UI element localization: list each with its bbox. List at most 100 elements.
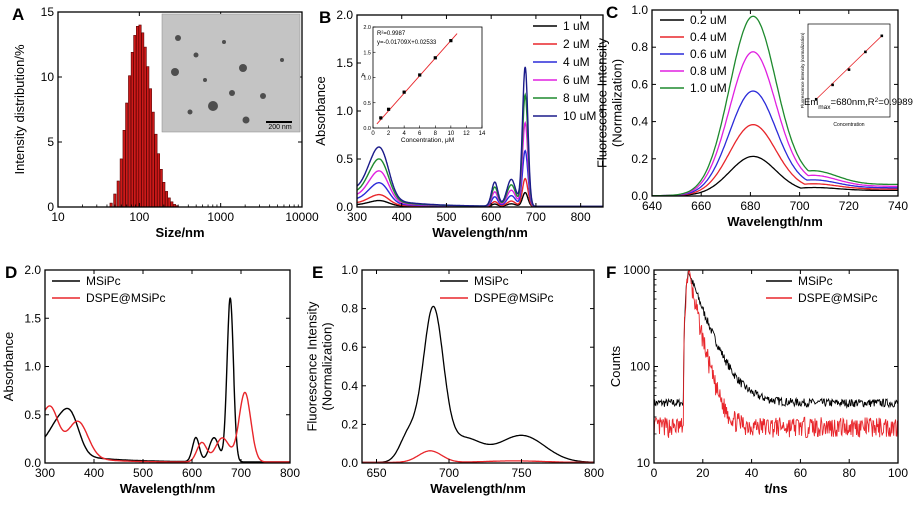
y-tick-label: 0.0 (631, 189, 648, 203)
y-tick-label: 1.5 (336, 56, 353, 70)
series-line (652, 15, 898, 197)
axes: 650 700 750 800 0.0 0.2 0.4 0.6 0.8 1.0 Wavelength… (305, 263, 605, 496)
x-tick-label: 600 (481, 210, 501, 224)
y-tick-label: 0.8 (341, 302, 358, 316)
scale-bar-label: 200 nm (268, 124, 292, 131)
series-line (356, 149, 603, 208)
x-tick-label: 660 (691, 199, 711, 213)
x-tick-label: 700 (231, 466, 251, 480)
panel-f: 0 20 40 60 80 100 10 100 1000 t/ns Counts F MSiPc DSP… (606, 263, 908, 496)
x-tick-label: 10000 (285, 210, 319, 224)
bar (138, 24, 142, 208)
axes: 300 400 500 600 700 800 0.0 0.5 1.0 1.5 2.0 Wavelen… (1, 263, 300, 496)
bar (159, 169, 163, 208)
bar (165, 191, 169, 208)
y-tick-label: 0.5 (24, 408, 41, 422)
y-tick-label: 1.0 (336, 104, 353, 118)
legend-entry: 2 uM (563, 37, 590, 51)
legend-entry: 6 uM (563, 73, 590, 87)
data-point (847, 68, 851, 71)
nanoparticle (187, 109, 193, 115)
bar (116, 180, 120, 208)
y-tick-label: 0.2 (631, 152, 648, 166)
nanoparticle (229, 90, 235, 96)
x-tick-label: 100 (129, 210, 149, 224)
bar (143, 46, 147, 208)
bar (130, 51, 134, 208)
bar (122, 130, 126, 208)
y-tick-label: 0.0 (341, 456, 358, 470)
y-tick-label: 10 (41, 70, 55, 84)
series-line (44, 391, 290, 463)
y-tick-label: 0.4 (631, 115, 648, 129)
annotation-part: 2 (875, 97, 879, 104)
series-line (653, 269, 899, 439)
panel-d: 300 400 500 600 700 800 0.0 0.5 1.0 1.5 2.0 Wavelen… (1, 263, 300, 496)
inset-y-label: A (361, 73, 366, 80)
data-point (880, 34, 884, 38)
inset-x-tick-label: 8 (434, 131, 438, 137)
x-tick-label: 300 (347, 210, 367, 224)
inset-x-tick-label: 10 (448, 131, 455, 137)
x-tick-label: 60 (794, 466, 808, 480)
nanoparticle (239, 64, 247, 72)
inset-x-tick-label: 12 (463, 131, 470, 137)
y-tick-label: 1.0 (24, 360, 41, 374)
y-tick-label: 5 (47, 135, 54, 149)
legend-entry: 0.6 uM (690, 47, 727, 61)
x-tick-label: 680 (740, 199, 760, 213)
y-tick-label: 1.5 (24, 311, 41, 325)
legend-entry: 8 uM (563, 91, 590, 105)
legend-entry: 4 uM (563, 55, 590, 69)
y-tick-label: 1.0 (341, 263, 358, 277)
nanoparticle (175, 35, 181, 41)
nanoparticle (203, 78, 207, 82)
x-tick-label: 640 (642, 199, 662, 213)
legend-entry: MSiPc (474, 274, 509, 288)
series-line (653, 271, 899, 409)
data-point (418, 73, 422, 77)
bar (148, 88, 152, 208)
series (652, 15, 898, 197)
y-axis-label: Counts (608, 345, 623, 387)
fit-line (376, 33, 458, 125)
axes: 300 400 500 600 700 800 0.0 0.5 1.0 1.5 2.0 Wavelen… (313, 8, 604, 240)
bar (170, 201, 174, 208)
nanoparticle (193, 52, 199, 58)
legend-entry: 10 uM (563, 109, 596, 123)
inset-equation: y=-0.01709X+0.02533 (377, 40, 437, 46)
x-tick-label: 40 (745, 466, 759, 480)
bar (128, 75, 132, 208)
y-tick-label: 0.0 (24, 456, 41, 470)
legend: MSiPc DSPE@MSiPc (440, 274, 554, 305)
x-tick-label: 700 (790, 199, 810, 213)
series-line (652, 155, 898, 197)
plot-frame (57, 11, 303, 208)
y-tick-label: 0.2 (341, 417, 358, 431)
bars (109, 24, 179, 208)
legend-entry: MSiPc (798, 274, 833, 288)
inset-y-tick-label: 2.0 (363, 25, 371, 31)
inset-r2: R²=0.9987 (377, 31, 406, 37)
y-tick-label: 0.6 (631, 77, 648, 91)
x-axis-label: Wavelength/nm (430, 481, 526, 496)
y-tick-label: 1000 (623, 263, 650, 277)
inset-y-tick-label: 1.5 (363, 50, 371, 56)
inset-y-tick-label: 1.0 (363, 76, 371, 82)
x-tick-label: 800 (280, 466, 300, 480)
legend-entry: MSiPc (86, 274, 121, 288)
data-point (449, 39, 453, 43)
y-axis-label: Intensity distribution/% (12, 44, 27, 175)
nanoparticle (280, 58, 284, 62)
inset-y-tick-label: 0.0 (363, 126, 371, 132)
y-axis-label: Absorbance (313, 76, 328, 145)
inset-annotation: Emmax=680nm,R2=0.9989 (804, 97, 913, 111)
annotation-part: =0.9989 (878, 97, 913, 108)
bar (167, 197, 171, 208)
inset-x-tick-label: 14 (479, 131, 486, 137)
x-tick-label: 700 (439, 466, 459, 480)
bar (133, 35, 137, 208)
data-point (402, 90, 406, 94)
tem-inset: 200 nm (161, 13, 301, 133)
